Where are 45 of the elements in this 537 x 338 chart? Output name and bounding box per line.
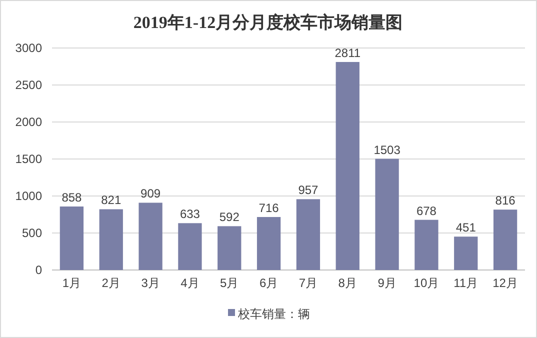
data-label: 451 [456,220,476,235]
x-tick-label: 4月 [180,276,200,290]
y-tick-label: 500 [22,226,42,240]
y-tick-label: 2500 [15,78,42,92]
data-label: 2811 [334,46,361,60]
x-tick-label: 8月 [338,276,357,290]
bar [454,236,478,270]
bar [99,209,123,270]
y-tick-label: 3000 [15,41,42,55]
bar [414,220,438,270]
x-tick-label: 1月 [62,276,82,290]
y-tick-label: 2000 [15,115,42,129]
x-tick-label: 5月 [220,276,239,290]
x-tick-label: 2月 [102,276,120,290]
bar [218,226,242,270]
y-tick-label: 1000 [15,189,42,203]
x-tick-label: 7月 [298,276,318,290]
y-tick-label: 0 [35,263,42,277]
bar [296,199,320,270]
x-tick-label: 12月 [492,276,518,290]
data-label: 957 [298,183,319,198]
data-label: 821 [101,193,122,208]
data-label: 816 [495,194,516,208]
data-label: 909 [140,186,161,201]
y-tick-label: 1500 [15,152,42,166]
x-tick-label: 6月 [259,276,278,290]
bar [375,158,399,270]
x-tick-label: 10月 [414,276,440,290]
data-label: 678 [416,204,437,218]
bar [60,206,84,270]
data-label: 858 [62,190,82,205]
data-label: 1503 [374,142,401,157]
x-tick-label: 9月 [378,276,396,290]
bar [256,217,281,270]
chart-title: 2019年1-12月分月度校车市场销量图 [133,13,403,32]
x-tick-label: 11月 [454,276,478,290]
bar [138,202,162,270]
data-label: 633 [180,207,200,222]
bar [178,223,202,270]
bar [493,210,518,270]
bar [336,62,360,270]
data-label: 592 [219,210,240,224]
legend-label: 校车销量：辆 [237,307,310,321]
data-label: 716 [258,201,280,216]
x-tick-label: 3月 [141,276,160,290]
